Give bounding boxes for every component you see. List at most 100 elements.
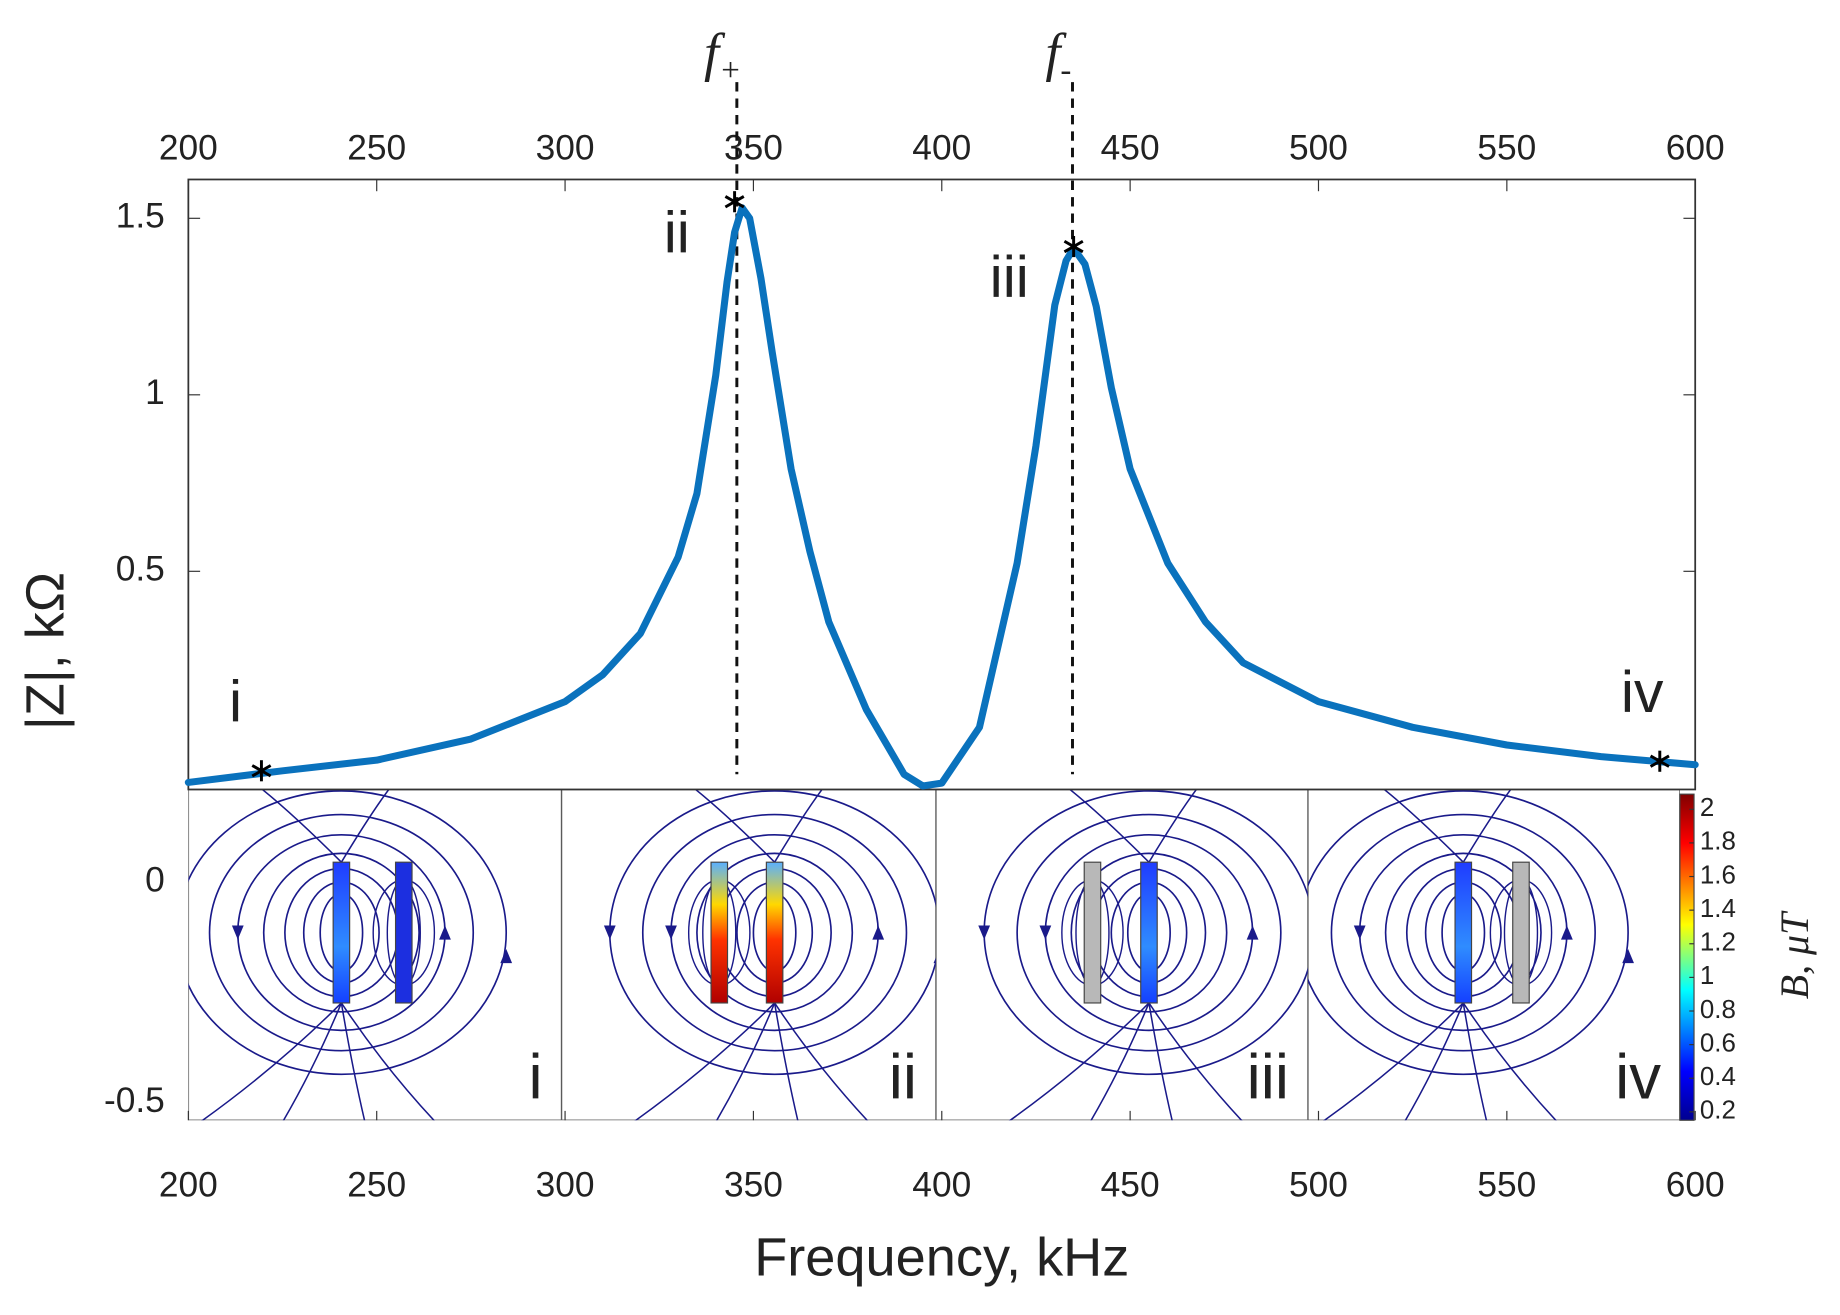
x-tick-label: 400 (912, 1165, 971, 1204)
colorbar-tick-label: 2 (1700, 794, 1714, 822)
colorbar-tick-label: 1.2 (1700, 929, 1736, 957)
marker-label: i (229, 670, 242, 735)
marker-label: iii (990, 245, 1029, 310)
coil (332, 861, 351, 1004)
field-line (340, 789, 390, 863)
x-tick-label: 250 (347, 1165, 406, 1204)
x2-tick-label: 200 (159, 129, 218, 168)
inset-frame (935, 789, 1308, 1121)
field-line (282, 1002, 343, 1121)
marker-label: iv (1621, 660, 1664, 725)
field-line (262, 852, 420, 1013)
field-line (1462, 1002, 1557, 1121)
impedance-curve (184, 204, 1699, 790)
field-arrow (603, 925, 616, 940)
field-line (641, 813, 908, 1052)
field-line (1307, 790, 1629, 1076)
colorbar-tick-label: 1.6 (1700, 861, 1736, 889)
colorbar-label: B, μT (1772, 910, 1817, 999)
colorbar-tick-label: 0.8 (1700, 996, 1736, 1024)
field-line (201, 1002, 342, 1121)
field-line (1383, 789, 1464, 863)
field-panel (935, 789, 1308, 1121)
x-tick-label: 600 (1666, 1165, 1725, 1204)
coil (710, 861, 729, 1004)
field-arrow (872, 925, 885, 940)
field-line (715, 1002, 776, 1121)
coil (1140, 861, 1158, 1004)
coil (1512, 861, 1530, 1004)
marker (1063, 235, 1084, 258)
field-panel (171, 789, 562, 1121)
resonance-subscript: + (719, 52, 741, 88)
coil (1454, 861, 1473, 1004)
inset-label: i (529, 1042, 543, 1112)
colorbar-tick-label: 0.2 (1700, 1097, 1736, 1125)
field-line (1462, 1002, 1488, 1121)
marker-stroke (724, 195, 745, 209)
x-tick-label: 550 (1477, 1165, 1536, 1204)
field-arrow (1039, 925, 1052, 940)
colorbar-tick-label: 0.4 (1700, 1063, 1736, 1091)
field-line (1148, 1002, 1243, 1121)
x-tick-label: 450 (1101, 1165, 1160, 1204)
x2-tick-label: 400 (912, 129, 971, 168)
field-arrow (500, 949, 513, 964)
field-arrow (231, 925, 244, 940)
y-axis-label: |Z|, kΩ (16, 572, 76, 730)
field-line (1404, 1002, 1464, 1121)
field-line (1323, 1002, 1464, 1121)
y-tick-label: 1 (145, 373, 165, 412)
field-line (1462, 789, 1512, 863)
field-arrow (1246, 925, 1259, 940)
x2-tick-label: 300 (536, 129, 595, 168)
coil (1083, 861, 1102, 1004)
field-arrow (171, 926, 183, 940)
field-line (340, 1002, 435, 1121)
field-line (773, 1002, 869, 1121)
x-tick-label: 350 (724, 1165, 783, 1204)
colorbar-tick-label: 0.6 (1700, 1029, 1736, 1057)
field-arrow (439, 925, 451, 940)
resonance-label: f- (1045, 23, 1071, 88)
marker-stroke (1063, 239, 1084, 254)
field-arrow (1622, 949, 1634, 964)
field-line (773, 789, 823, 863)
field-line (1070, 852, 1228, 1013)
field-arrow (665, 925, 677, 940)
x2-tick-label: 250 (347, 129, 406, 168)
field-panel (561, 789, 936, 1121)
field-line (1148, 1002, 1173, 1121)
field-arrow (933, 957, 936, 964)
colorbar-tick-label: 1.8 (1700, 828, 1736, 856)
field-panel (1307, 789, 1680, 1121)
colorbar-tick-label: 1.4 (1700, 895, 1736, 923)
field-line (1330, 813, 1596, 1052)
colorbar-tick-label: 1 (1700, 962, 1714, 990)
x-tick-label: 300 (536, 1165, 595, 1204)
marker-stroke (251, 764, 272, 778)
field-line (696, 852, 854, 1013)
colorbar (1679, 793, 1695, 1121)
inset-y-tick-label: -0.5 (104, 1081, 165, 1120)
inset-frame (561, 789, 936, 1121)
marker-stroke (1649, 754, 1670, 768)
field-line (694, 789, 776, 863)
field-line (1016, 813, 1282, 1052)
field-line (1090, 1002, 1150, 1121)
field-arrow (978, 925, 991, 940)
marker (724, 191, 745, 213)
field-line (1384, 852, 1542, 1013)
field-maps: i ii iii iv (171, 789, 1680, 1121)
field-line (208, 813, 475, 1052)
inset-label: iii (1247, 1042, 1289, 1112)
resonance-subscript: - (1060, 52, 1071, 88)
marker-label: ii (664, 200, 690, 265)
x2-tick-label: 600 (1666, 129, 1725, 168)
field-line (634, 1002, 776, 1121)
x-tick-label: 500 (1289, 1165, 1348, 1204)
field-line (1068, 789, 1150, 863)
field-line (773, 1002, 799, 1121)
